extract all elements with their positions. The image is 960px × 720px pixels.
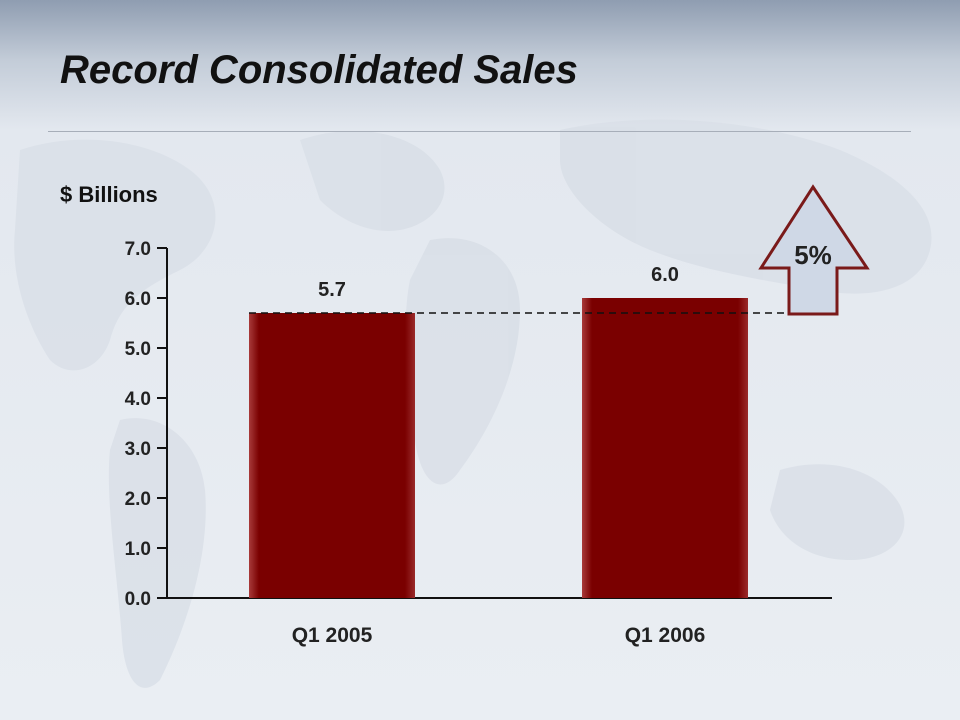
x-tick-label: Q1 2006 (625, 624, 706, 647)
data-label: 5.7 (318, 279, 346, 301)
x-tick-label: Q1 2005 (292, 624, 373, 647)
y-tick-label: 6.0 (125, 289, 151, 310)
y-tick-label: 1.0 (125, 539, 151, 560)
x-axis: Q1 2005 Q1 2006 (167, 597, 832, 647)
bar (582, 298, 748, 598)
units-label: $ Billions (60, 182, 158, 207)
y-tick-label: 0.0 (125, 589, 151, 610)
growth-label: 5% (794, 240, 832, 270)
slide-title: Record Consolidated Sales (60, 48, 578, 92)
data-labels: 5.7 6.0 (318, 264, 679, 301)
up-arrow-icon (758, 184, 870, 316)
data-label: 6.0 (651, 264, 679, 286)
y-tick-label: 2.0 (125, 489, 151, 510)
bar (249, 313, 415, 598)
y-tick-label: 3.0 (125, 439, 151, 460)
bars (249, 298, 748, 598)
y-tick-label: 5.0 (125, 339, 151, 360)
y-tick-label: 7.0 (125, 239, 151, 260)
y-tick-label: 4.0 (125, 389, 151, 410)
title-divider (48, 131, 911, 132)
y-axis: 0.0 1.0 2.0 3.0 4.0 5.0 6.0 7.0 (125, 239, 168, 610)
growth-callout: 5% (758, 184, 870, 316)
